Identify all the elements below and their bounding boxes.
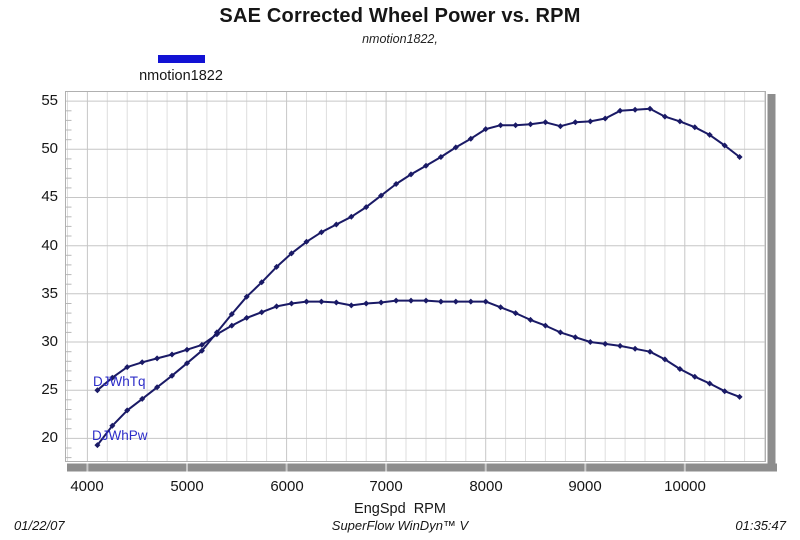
x-tick-label: 5000	[170, 478, 204, 495]
y-tick-label: 30	[41, 333, 58, 350]
curve-label-power: DJWhPw	[92, 428, 148, 443]
x-tick-label: 4000	[70, 478, 104, 495]
legend-label: nmotion1822	[139, 68, 223, 84]
x-tick-label: 8000	[469, 478, 503, 495]
y-tick-label: 35	[41, 285, 58, 302]
footer-app-name: SuperFlow WinDyn™ V	[331, 518, 469, 533]
footer-time: 01:35:47	[735, 518, 786, 533]
footer: 01/22/07 SuperFlow WinDyn™ V 01:35:47	[0, 518, 800, 536]
y-tick-label: 40	[41, 237, 58, 254]
x-tick-label: 6000	[270, 478, 304, 495]
y-tick-label: 25	[41, 381, 58, 398]
footer-date: 01/22/07	[14, 518, 65, 533]
x-axis-title: EngSpd RPM	[354, 501, 446, 517]
x-tick-label: 7000	[369, 478, 403, 495]
curve-label-torque: DJWhTq	[93, 374, 146, 389]
x-tick-label: 9000	[568, 478, 602, 495]
y-tick-label: 45	[41, 188, 58, 205]
y-tick-label: 50	[41, 140, 58, 157]
chart-title: SAE Corrected Wheel Power vs. RPM	[219, 5, 581, 27]
x-tick-label: 10000	[664, 478, 706, 495]
legend-swatch	[158, 55, 205, 63]
chart-subtitle: nmotion1822,	[362, 32, 438, 46]
y-tick-label: 20	[41, 429, 58, 446]
y-tick-label: 55	[41, 92, 58, 109]
